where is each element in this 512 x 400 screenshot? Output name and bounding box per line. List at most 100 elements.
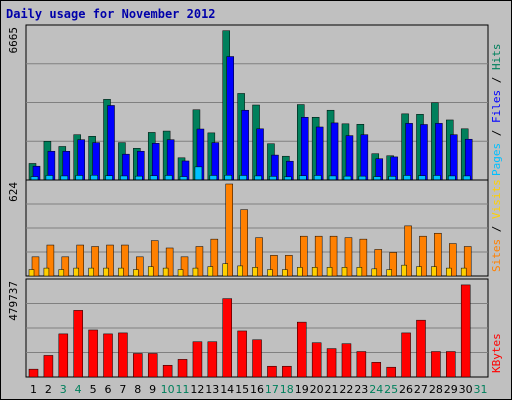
bar-files-26 <box>405 123 413 181</box>
bar-sites-27 <box>416 266 422 277</box>
bar-pages-26 <box>403 175 411 181</box>
bar-sites-25 <box>386 269 392 277</box>
bar-sites-30 <box>460 267 467 277</box>
x-tick-label-28: 28 <box>429 383 443 396</box>
bar-kbytes-8 <box>133 353 143 378</box>
x-tick-label-12: 12 <box>190 383 204 396</box>
bar-sites-10 <box>162 267 169 277</box>
bar-sites-20 <box>311 267 318 277</box>
bar-visits-29 <box>449 243 457 277</box>
bar-pages-27 <box>418 175 426 181</box>
bar-sites-5 <box>88 267 94 277</box>
bar-visits-11 <box>180 256 189 277</box>
bar-pages-16 <box>254 175 262 181</box>
x-tick-label-6: 6 <box>104 383 111 396</box>
bar-sites-9 <box>147 266 154 277</box>
bar-visits-17 <box>270 255 278 277</box>
bar-files-6 <box>107 105 115 181</box>
bar-files-13 <box>211 142 220 181</box>
bar-sites-14 <box>222 263 228 277</box>
bar-kbytes-1 <box>28 368 39 378</box>
bar-kbytes-21 <box>326 348 337 378</box>
bar-sites-24 <box>371 268 378 277</box>
bar-kbytes-29 <box>446 351 456 378</box>
legend-text: / <box>490 219 503 239</box>
bar-visits-13 <box>210 238 219 277</box>
bar-pages-14 <box>224 174 232 181</box>
bar-sites-8 <box>133 269 139 277</box>
bar-files-28 <box>435 123 443 181</box>
x-tick-label-20: 20 <box>310 383 324 396</box>
bar-kbytes-17 <box>267 365 277 378</box>
x-tick-label-9: 9 <box>149 383 156 396</box>
bar-visits-21 <box>329 235 338 277</box>
bar-kbytes-22 <box>341 343 352 378</box>
legend-text: Sites <box>490 239 503 272</box>
bar-pages-30 <box>462 175 471 181</box>
bar-kbytes-11 <box>177 359 188 378</box>
bar-pages-20 <box>313 175 322 181</box>
x-tick-label-16: 16 <box>250 383 264 396</box>
bar-files-27 <box>420 124 428 181</box>
bar-sites-26 <box>401 264 407 277</box>
bar-sites-4 <box>73 267 79 277</box>
legend-kbytes: KBytes <box>490 333 503 373</box>
bar-kbytes-3 <box>58 333 69 378</box>
bar-files-10 <box>166 139 175 181</box>
bar-files-19 <box>301 116 309 181</box>
bar-pages-13 <box>209 175 218 181</box>
bar-visits-26 <box>404 225 412 277</box>
x-tick-label-3: 3 <box>60 383 67 396</box>
bar-files-23 <box>360 134 369 181</box>
bar-kbytes-5 <box>88 329 98 378</box>
bar-files-16 <box>256 128 264 181</box>
bar-kbytes-26 <box>401 332 411 378</box>
bar-sites-29 <box>446 267 452 277</box>
bar-sites-6 <box>103 267 109 277</box>
bar-sites-15 <box>237 265 243 277</box>
bar-pages-12 <box>194 166 203 181</box>
y-max-label: 624 <box>7 182 20 202</box>
x-tick-label-18: 18 <box>280 383 294 396</box>
bar-files-8 <box>137 150 145 181</box>
bar-visits-19 <box>300 235 308 277</box>
bar-pages-19 <box>299 175 307 181</box>
bar-kbytes-27 <box>416 319 426 378</box>
bar-sites-2 <box>43 267 50 277</box>
bar-kbytes-19 <box>297 321 307 378</box>
bar-kbytes-9 <box>147 353 158 378</box>
bar-pages-3 <box>60 175 69 181</box>
bar-files-20 <box>315 126 324 181</box>
bar-visits-14 <box>225 183 233 277</box>
x-tick-label-13: 13 <box>205 383 219 396</box>
bar-sites-18 <box>282 269 288 277</box>
x-tick-label-22: 22 <box>339 383 353 396</box>
legend-text: KBytes <box>490 333 503 373</box>
bar-visits-25 <box>389 252 397 277</box>
bar-visits-7 <box>121 244 129 277</box>
bar-pages-7 <box>120 175 128 181</box>
bar-sites-19 <box>297 267 303 277</box>
bar-kbytes-28 <box>431 351 441 378</box>
bar-pages-15 <box>239 175 247 181</box>
bar-sites-1 <box>28 269 35 277</box>
bar-kbytes-24 <box>371 362 382 378</box>
bar-pages-24 <box>373 176 382 181</box>
x-tick-label-23: 23 <box>354 383 368 396</box>
bar-visits-6 <box>106 244 114 277</box>
bar-kbytes-4 <box>73 310 83 378</box>
bar-visits-23 <box>359 238 368 277</box>
bar-visits-9 <box>150 240 159 277</box>
bar-kbytes-20 <box>311 342 322 378</box>
bar-visits-16 <box>255 237 263 277</box>
bar-files-15 <box>241 109 249 181</box>
legend-text: Visits <box>490 179 503 219</box>
bar-sites-23 <box>356 267 363 277</box>
x-tick-label-29: 29 <box>444 383 458 396</box>
bar-pages-4 <box>75 175 83 181</box>
bar-pages-23 <box>358 175 367 181</box>
x-tick-label-25: 25 <box>384 383 398 396</box>
x-tick-label-4: 4 <box>75 383 82 396</box>
bar-sites-7 <box>118 267 124 277</box>
